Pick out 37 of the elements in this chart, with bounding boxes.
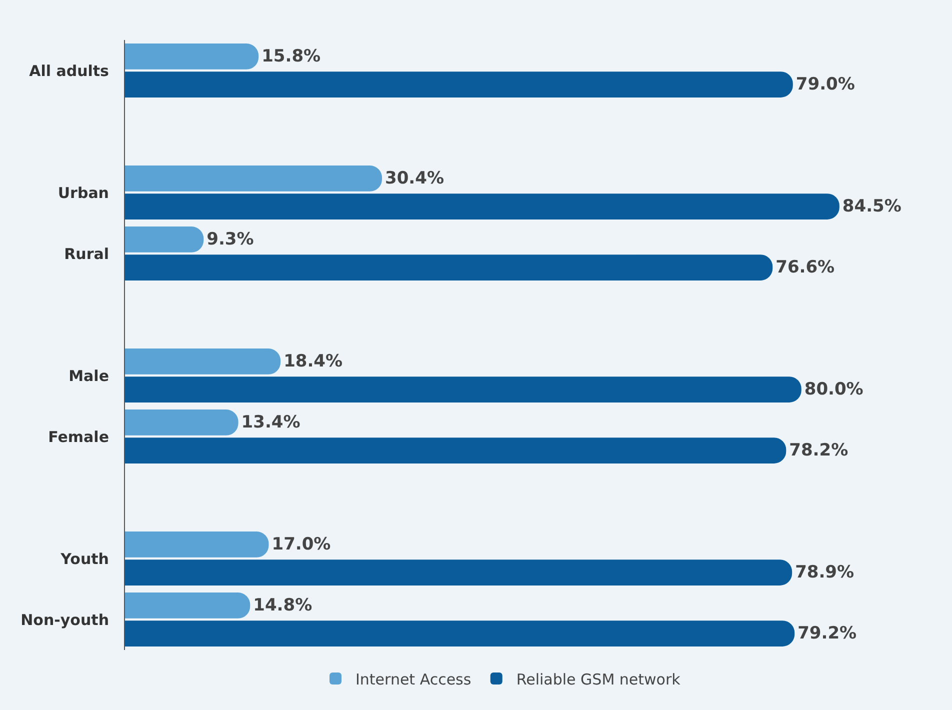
data-label: 15.8%	[262, 46, 321, 66]
bar	[125, 560, 792, 586]
data-label: 76.6%	[776, 258, 835, 278]
data-label: 78.2%	[789, 440, 848, 461]
y-tick-label: Youth	[60, 550, 109, 568]
y-tick-label: Rural	[64, 244, 109, 263]
bar	[125, 532, 269, 558]
bar	[125, 166, 382, 192]
y-tick-label: All adults	[29, 62, 110, 80]
data-label: 17.0%	[272, 534, 331, 554]
bar	[125, 254, 773, 280]
bar	[125, 44, 259, 70]
bar	[125, 592, 250, 618]
data-label: 18.4%	[284, 351, 343, 372]
data-label: 84.5%	[842, 196, 902, 217]
bar	[125, 226, 204, 252]
y-tick-label: Male	[68, 366, 109, 385]
bar	[125, 438, 786, 464]
data-label: 79.0%	[796, 74, 855, 95]
bar	[125, 376, 802, 402]
data-label: 80.0%	[804, 380, 864, 400]
y-tick-label: Urban	[58, 184, 109, 202]
bar	[125, 348, 281, 374]
y-tick-label: Non-youth	[20, 610, 109, 629]
legend-label: Internet Access	[356, 670, 472, 688]
bar	[125, 194, 840, 220]
y-tick-label: Female	[48, 428, 109, 446]
data-label: 30.4%	[385, 168, 444, 188]
bar	[125, 72, 793, 98]
data-label: 14.8%	[253, 595, 312, 616]
data-label: 79.2%	[798, 624, 857, 644]
data-label: 9.3%	[206, 229, 254, 250]
legend-label: Reliable GSM network	[516, 670, 681, 688]
data-label: 78.9%	[795, 562, 854, 583]
bar	[125, 620, 795, 646]
bar	[125, 410, 238, 436]
data-label: 13.4%	[241, 412, 300, 432]
